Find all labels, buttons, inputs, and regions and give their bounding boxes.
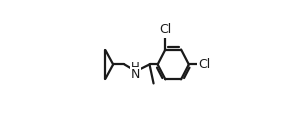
Text: Cl: Cl bbox=[198, 58, 210, 71]
Text: N: N bbox=[131, 68, 140, 81]
Text: H: H bbox=[131, 61, 140, 74]
Text: Cl: Cl bbox=[159, 23, 172, 36]
